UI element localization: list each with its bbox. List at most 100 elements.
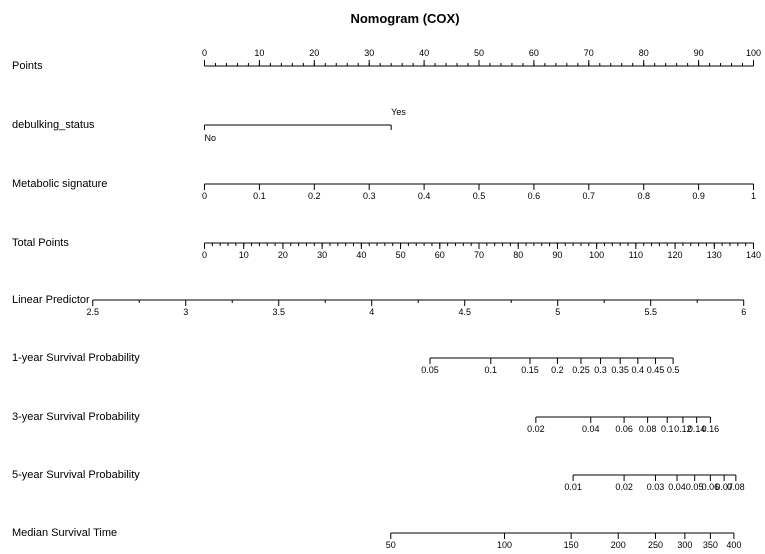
tick-label: 0.2 (551, 365, 564, 375)
tick-label: 400 (726, 540, 741, 550)
tick-label: 70 (584, 48, 594, 58)
tick-label: 0.06 (615, 424, 633, 434)
tick-label: 0.25 (572, 365, 590, 375)
tick-label: 140 (746, 250, 761, 260)
tick-label: 0.4 (632, 365, 645, 375)
tick-label: 120 (668, 250, 683, 260)
tick-label: 0.04 (582, 424, 600, 434)
tick-label: 130 (707, 250, 722, 260)
tick-label: 0.04 (668, 482, 686, 492)
tick-label: 0.15 (521, 365, 539, 375)
tick-label: 2.5 (86, 307, 99, 317)
tick-label: 70 (474, 250, 484, 260)
tick-label: 0.2 (308, 191, 321, 201)
tick-label: 0.45 (647, 365, 665, 375)
row-label: debulking_status (12, 119, 95, 131)
tick-label: 80 (639, 48, 649, 58)
tick-label: 0 (202, 48, 207, 58)
tick-label: 0.02 (615, 482, 633, 492)
tick-label: 0 (202, 191, 207, 201)
row-label: Linear Predictor (12, 294, 90, 306)
row-label: 1-year Survival Probability (12, 352, 140, 364)
row-survival-3yr: 3-year Survival Probability 0.02 0.04 0.06 0… (12, 411, 719, 434)
tick-label: 30 (364, 48, 374, 58)
chart-title: Nomogram (COX) (350, 11, 459, 26)
tick-label: 0.8 (637, 191, 650, 201)
tick-label: 0.1 (661, 424, 674, 434)
tick-label: 4 (369, 307, 374, 317)
tick-label: 5.5 (644, 307, 657, 317)
row-label: Median Survival Time (12, 527, 117, 539)
tick-label: 0.01 (564, 482, 582, 492)
tick-label: 0.02 (527, 424, 545, 434)
tick-label: 0.03 (647, 482, 665, 492)
row-total-points: Total Points 0 10 20 30 40 50 60 70 80 90 100 110 120… (12, 237, 761, 260)
row-survival-1yr: 1-year Survival Probability 0.05 0.1 0.15 0.… (12, 352, 679, 375)
tick-label: 100 (497, 540, 512, 550)
tick-label: 80 (513, 250, 523, 260)
tick-label: 0.35 (611, 365, 629, 375)
tick-label: 0.1 (485, 365, 498, 375)
row-label: Points (12, 60, 43, 72)
tick-label: 40 (356, 250, 366, 260)
row-label: 5-year Survival Probability (12, 469, 140, 481)
tick-label: 0.06 (702, 482, 720, 492)
tick-label: 150 (564, 540, 579, 550)
tick-label: 50 (396, 250, 406, 260)
tick-label: 110 (629, 250, 643, 260)
tick-label: 0.05 (686, 482, 704, 492)
tick-label: 0.3 (363, 191, 376, 201)
tick-label: 90 (552, 250, 562, 260)
tick-label: 0 (202, 250, 207, 260)
tick-label: 3.5 (272, 307, 285, 317)
tick-label: 0.08 (639, 424, 657, 434)
tick-label: 40 (419, 48, 429, 58)
tick-label: 0.5 (473, 191, 486, 201)
tick-label: 350 (703, 540, 718, 550)
row-median-survival: Median Survival Time 50 100 150 200 250 300 350… (12, 527, 741, 550)
tick-label: 0.16 (702, 424, 720, 434)
row-label: Metabolic signature (12, 178, 107, 190)
tick-label: 0.7 (583, 191, 596, 201)
level-label: No (205, 133, 217, 143)
tick-label: 10 (254, 48, 264, 58)
level-label: Yes (391, 107, 406, 117)
row-metabolic-signature: Metabolic signature 0 0.1 0.2 0.3 0.4 0.5 0.6 0.… (12, 178, 756, 201)
tick-label: 0.1 (253, 191, 266, 201)
tick-label: 10 (239, 250, 249, 260)
tick-label: 0.9 (692, 191, 705, 201)
row-points: Points 0 10 20 30 40 50 60 70 80 90 100 (12, 48, 761, 72)
tick-label: 4.5 (458, 307, 471, 317)
tick-label: 60 (529, 48, 539, 58)
tick-label: 50 (386, 540, 396, 550)
tick-label: 30 (317, 250, 327, 260)
tick-label: 0.4 (418, 191, 431, 201)
tick-label: 20 (309, 48, 319, 58)
tick-label: 3 (183, 307, 188, 317)
tick-label: 300 (677, 540, 692, 550)
tick-label: 0.07 (715, 482, 733, 492)
tick-label: 0.12 (674, 424, 692, 434)
tick-label: 100 (746, 48, 761, 58)
tick-label: 0.14 (688, 424, 706, 434)
row-label: Total Points (12, 237, 69, 249)
tick-label: 0.08 (727, 482, 745, 492)
tick-label: 0.3 (594, 365, 607, 375)
tick-label: 20 (278, 250, 288, 260)
tick-label: 90 (694, 48, 704, 58)
tick-label: 250 (648, 540, 663, 550)
tick-label: 0.05 (421, 365, 439, 375)
row-debulking-status: debulking_status No Yes (12, 107, 406, 143)
row-label: 3-year Survival Probability (12, 411, 140, 423)
tick-label: 1 (751, 191, 756, 201)
tick-label: 5 (555, 307, 560, 317)
tick-label: 6 (741, 307, 746, 317)
tick-label: 0.6 (528, 191, 541, 201)
tick-label: 50 (474, 48, 484, 58)
tick-label: 60 (435, 250, 445, 260)
tick-label: 0.5 (667, 365, 680, 375)
